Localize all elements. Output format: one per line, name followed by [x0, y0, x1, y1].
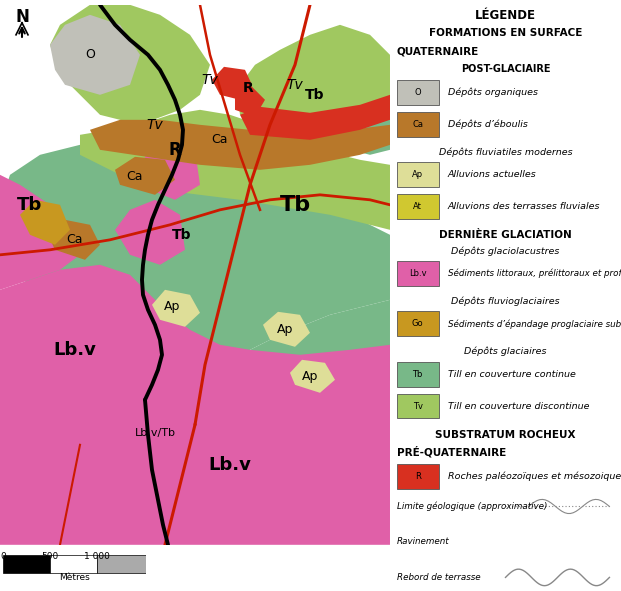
- Text: Ca: Ca: [66, 233, 83, 246]
- Bar: [397, 311, 438, 336]
- Text: N: N: [15, 8, 29, 26]
- Text: POST-GLACIAIRE: POST-GLACIAIRE: [461, 64, 550, 74]
- Polygon shape: [115, 157, 175, 195]
- Text: Mètres: Mètres: [59, 573, 90, 582]
- Text: LÉGENDE: LÉGENDE: [475, 9, 536, 22]
- Text: At: At: [413, 202, 422, 211]
- Text: Ca: Ca: [127, 170, 143, 183]
- Text: Lb.v: Lb.v: [53, 341, 96, 359]
- Polygon shape: [50, 5, 210, 125]
- Text: Tv: Tv: [413, 401, 423, 411]
- Text: Dépôts d’éboulis: Dépôts d’éboulis: [448, 119, 528, 129]
- Polygon shape: [330, 115, 390, 155]
- Polygon shape: [80, 110, 390, 230]
- Polygon shape: [0, 175, 80, 290]
- Text: Sédiments d’épandage proglaciaire subaérien: Sédiments d’épandage proglaciaire subaér…: [448, 319, 621, 329]
- Text: DERNIÈRE GLACIATION: DERNIÈRE GLACIATION: [439, 230, 572, 241]
- Text: Alluvions actuelles: Alluvions actuelles: [448, 170, 537, 179]
- Text: 500: 500: [42, 551, 59, 560]
- Text: FORMATIONS EN SURFACE: FORMATIONS EN SURFACE: [429, 28, 582, 38]
- Text: Ap: Ap: [164, 300, 180, 313]
- Text: Roches paléozoïques et mésozoiques: Roches paléozoïques et mésozoiques: [448, 472, 621, 481]
- Bar: [397, 362, 438, 387]
- Bar: [397, 162, 438, 187]
- Polygon shape: [90, 120, 390, 170]
- Polygon shape: [152, 290, 200, 327]
- Text: QUATERNAIRE: QUATERNAIRE: [397, 46, 479, 56]
- Polygon shape: [48, 220, 100, 260]
- Polygon shape: [238, 25, 390, 135]
- Text: Lb.v: Lb.v: [409, 269, 427, 278]
- Text: Sédiments littoraux, prélittoraux et profonds: Sédiments littoraux, prélittoraux et pro…: [448, 269, 621, 278]
- Polygon shape: [20, 200, 70, 245]
- Polygon shape: [240, 95, 390, 140]
- Bar: [50, 556, 97, 573]
- Text: Ca: Ca: [412, 119, 423, 129]
- Text: Lb.v/Tb: Lb.v/Tb: [135, 428, 176, 438]
- Polygon shape: [0, 145, 390, 370]
- Polygon shape: [115, 200, 185, 265]
- Text: Dépôts glaciaires: Dépôts glaciaires: [465, 347, 546, 356]
- Bar: [397, 80, 438, 105]
- Polygon shape: [263, 312, 310, 347]
- Text: Dépôts organiques: Dépôts organiques: [448, 87, 538, 97]
- Bar: [397, 112, 438, 137]
- Text: Tb: Tb: [17, 196, 43, 214]
- Bar: [397, 261, 438, 286]
- Text: Ap: Ap: [412, 170, 424, 179]
- Text: Tv: Tv: [147, 118, 163, 132]
- Bar: [397, 394, 438, 418]
- Text: Dépôts fluviatiles modernes: Dépôts fluviatiles modernes: [438, 147, 573, 157]
- Text: Till en couverture continue: Till en couverture continue: [448, 369, 576, 379]
- Text: SUBSTRATUM ROCHEUX: SUBSTRATUM ROCHEUX: [435, 430, 576, 440]
- Text: Ap: Ap: [302, 371, 318, 384]
- Text: Limite géologique (approximative): Limite géologique (approximative): [397, 502, 547, 511]
- Text: Lb.v: Lb.v: [209, 456, 252, 474]
- Text: Go: Go: [412, 319, 424, 329]
- Text: 0: 0: [0, 551, 6, 560]
- Text: Ap: Ap: [277, 323, 293, 336]
- Text: Ca: Ca: [212, 134, 229, 147]
- Text: Tb: Tb: [306, 88, 325, 102]
- Bar: [3, 556, 50, 573]
- Bar: [97, 556, 146, 573]
- Text: Tv: Tv: [202, 73, 219, 87]
- Text: Till en couverture discontinue: Till en couverture discontinue: [448, 401, 589, 411]
- Polygon shape: [212, 67, 252, 100]
- Bar: [397, 464, 438, 489]
- Text: Tb: Tb: [279, 195, 310, 215]
- Text: Tb: Tb: [412, 369, 423, 379]
- Polygon shape: [235, 85, 265, 117]
- Text: 1 000: 1 000: [84, 551, 111, 560]
- Text: O: O: [414, 87, 421, 97]
- Text: PRÉ-QUATERNAIRE: PRÉ-QUATERNAIRE: [397, 446, 506, 457]
- Polygon shape: [140, 140, 200, 200]
- Text: Dépôts fluvioglaciaires: Dépôts fluvioglaciaires: [451, 297, 560, 306]
- Text: O: O: [85, 48, 95, 61]
- Polygon shape: [200, 300, 390, 390]
- Text: R: R: [169, 141, 181, 159]
- Text: Tb: Tb: [172, 228, 192, 242]
- Polygon shape: [50, 15, 140, 95]
- Text: Ravinement: Ravinement: [397, 537, 450, 547]
- Text: R: R: [415, 472, 420, 481]
- Polygon shape: [0, 265, 390, 545]
- Text: Tv: Tv: [287, 78, 304, 92]
- Text: Rebord de terrasse: Rebord de terrasse: [397, 573, 481, 582]
- Text: Alluvions des terrasses fluviales: Alluvions des terrasses fluviales: [448, 202, 601, 211]
- Text: Dépôts glaciolacustres: Dépôts glaciolacustres: [451, 246, 560, 256]
- Bar: [397, 194, 438, 219]
- Polygon shape: [290, 360, 335, 393]
- Text: R: R: [243, 81, 253, 95]
